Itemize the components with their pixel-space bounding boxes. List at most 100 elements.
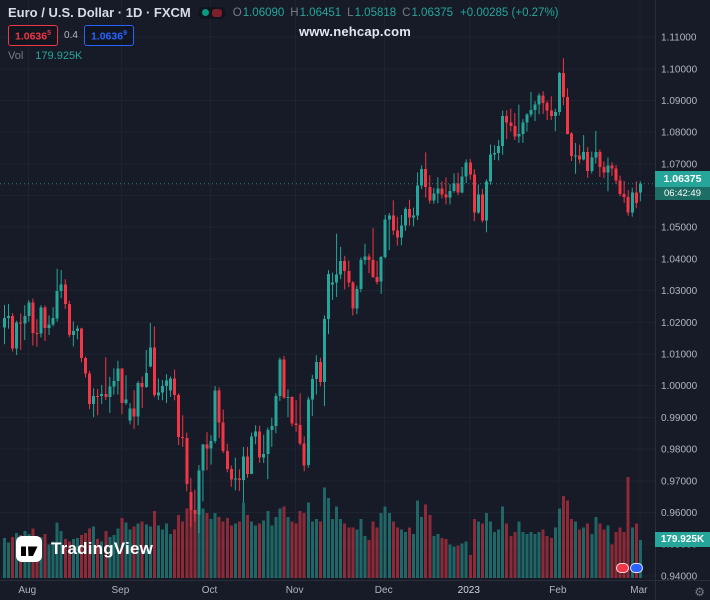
volume-bar: [254, 525, 258, 578]
sell-price-button[interactable]: 1.06365: [8, 25, 59, 46]
volume-bar: [533, 533, 537, 578]
volume-bar: [120, 518, 124, 578]
volume-bar: [201, 508, 205, 578]
candle-body: [501, 116, 505, 147]
price-axis-label[interactable]: 1.02000: [661, 318, 698, 329]
buy-price-button[interactable]: 1.06369: [83, 25, 134, 46]
volume-bar: [84, 532, 87, 578]
candle-body: [314, 361, 318, 379]
gear-icon[interactable]: ⚙: [694, 585, 705, 599]
candle-body: [112, 381, 116, 387]
volume-bar: [472, 519, 476, 578]
candle-body: [351, 282, 355, 309]
price-axis-label[interactable]: 1.01000: [661, 350, 698, 361]
time-axis-label[interactable]: Nov: [286, 585, 304, 596]
candle-body: [233, 478, 237, 480]
price-axis-label[interactable]: 1.09000: [661, 96, 698, 107]
price-axis-label[interactable]: 0.96000: [661, 508, 698, 519]
price-tag-countdown: 06:42:49: [655, 187, 710, 200]
volume-bar: [347, 527, 351, 578]
candle-body: [75, 328, 79, 332]
price-axis-label[interactable]: 1.07000: [661, 159, 698, 170]
candle-body: [152, 347, 156, 396]
candle-body: [225, 451, 229, 470]
volume-bar: [582, 527, 586, 578]
volume-bar: [124, 522, 128, 578]
volume-bar: [156, 525, 160, 578]
candle-body: [181, 437, 185, 439]
price-axis-label[interactable]: 1.08000: [661, 128, 698, 139]
candle-body: [201, 444, 205, 471]
volume-tag: 179.925K: [655, 532, 710, 547]
time-axis-label[interactable]: Oct: [202, 585, 218, 596]
price-axis-label[interactable]: 1.00000: [661, 381, 698, 392]
volume-bar: [3, 538, 6, 578]
time-axis-label[interactable]: Dec: [375, 585, 393, 596]
volume-bar: [92, 526, 96, 578]
price-axis-label[interactable]: 1.10000: [661, 64, 698, 75]
candle-body: [322, 318, 326, 383]
candle-body: [391, 215, 395, 231]
candle-body: [622, 194, 626, 198]
candle-body: [468, 162, 472, 175]
price-axis-label[interactable]: 1.04000: [661, 254, 698, 265]
candle-body: [136, 383, 140, 417]
candle-body: [505, 116, 509, 123]
volume-bar: [480, 523, 484, 578]
volume-bar: [634, 523, 638, 578]
price-axis-label[interactable]: 0.94000: [661, 571, 698, 582]
time-axis-label[interactable]: Sep: [112, 585, 130, 596]
price-axis-label[interactable]: 0.98000: [661, 445, 698, 456]
candle-body: [513, 125, 517, 137]
candle-body: [456, 183, 460, 193]
price-axis-label[interactable]: 0.99000: [661, 413, 698, 424]
volume-bar: [363, 536, 367, 578]
close-label: C: [402, 6, 411, 19]
tradingview-logo[interactable]: TradingView: [16, 536, 153, 562]
volume-bar: [606, 525, 610, 578]
price-axis-label[interactable]: 1.03000: [661, 286, 698, 297]
symbol-title[interactable]: Euro / U.S. Dollar · 1D · FXCM: [8, 5, 191, 20]
volume-bar: [136, 523, 140, 578]
volume-bar: [221, 521, 225, 578]
candle-body: [517, 134, 521, 137]
volume-bar: [96, 539, 100, 578]
price-axis-label[interactable]: 1.05000: [661, 223, 698, 234]
candle-body: [335, 274, 339, 283]
time-axis-label[interactable]: 2023: [458, 585, 481, 596]
candle-body: [634, 192, 638, 203]
volume-bar: [448, 544, 452, 578]
volume-bar: [371, 521, 375, 578]
price-axis-label[interactable]: 1.11000: [661, 33, 697, 44]
volume-bar: [622, 531, 626, 578]
candle-body: [286, 396, 290, 398]
time-axis-label[interactable]: Aug: [18, 585, 36, 596]
candle-body: [399, 225, 403, 238]
candle-body: [104, 394, 108, 397]
price-axis-label[interactable]: 0.97000: [661, 476, 698, 487]
volume-label[interactable]: Vol: [8, 50, 24, 62]
volume-bar: [310, 521, 314, 578]
candle-body: [436, 188, 440, 194]
time-axis-label[interactable]: Mar: [630, 585, 648, 596]
candle-body: [602, 167, 606, 173]
volume-bar: [67, 541, 71, 579]
candle-body: [598, 152, 602, 167]
volume-bar: [286, 517, 290, 578]
volume-bar: [493, 531, 496, 578]
candle-body: [493, 152, 496, 155]
bid-ask-marker[interactable]: [616, 563, 643, 573]
volume-bar: [513, 531, 517, 578]
volume-bar: [298, 510, 302, 578]
candle-body: [614, 168, 618, 181]
candle-body: [626, 197, 630, 213]
volume-bar: [278, 508, 282, 578]
candle-body: [586, 151, 590, 171]
candle-body: [282, 359, 286, 398]
series-visibility-toggle[interactable]: [197, 6, 226, 19]
volume-bar: [51, 541, 55, 579]
volume-bar: [80, 535, 83, 578]
time-axis-label[interactable]: Feb: [549, 585, 567, 596]
candle-body: [96, 395, 100, 397]
